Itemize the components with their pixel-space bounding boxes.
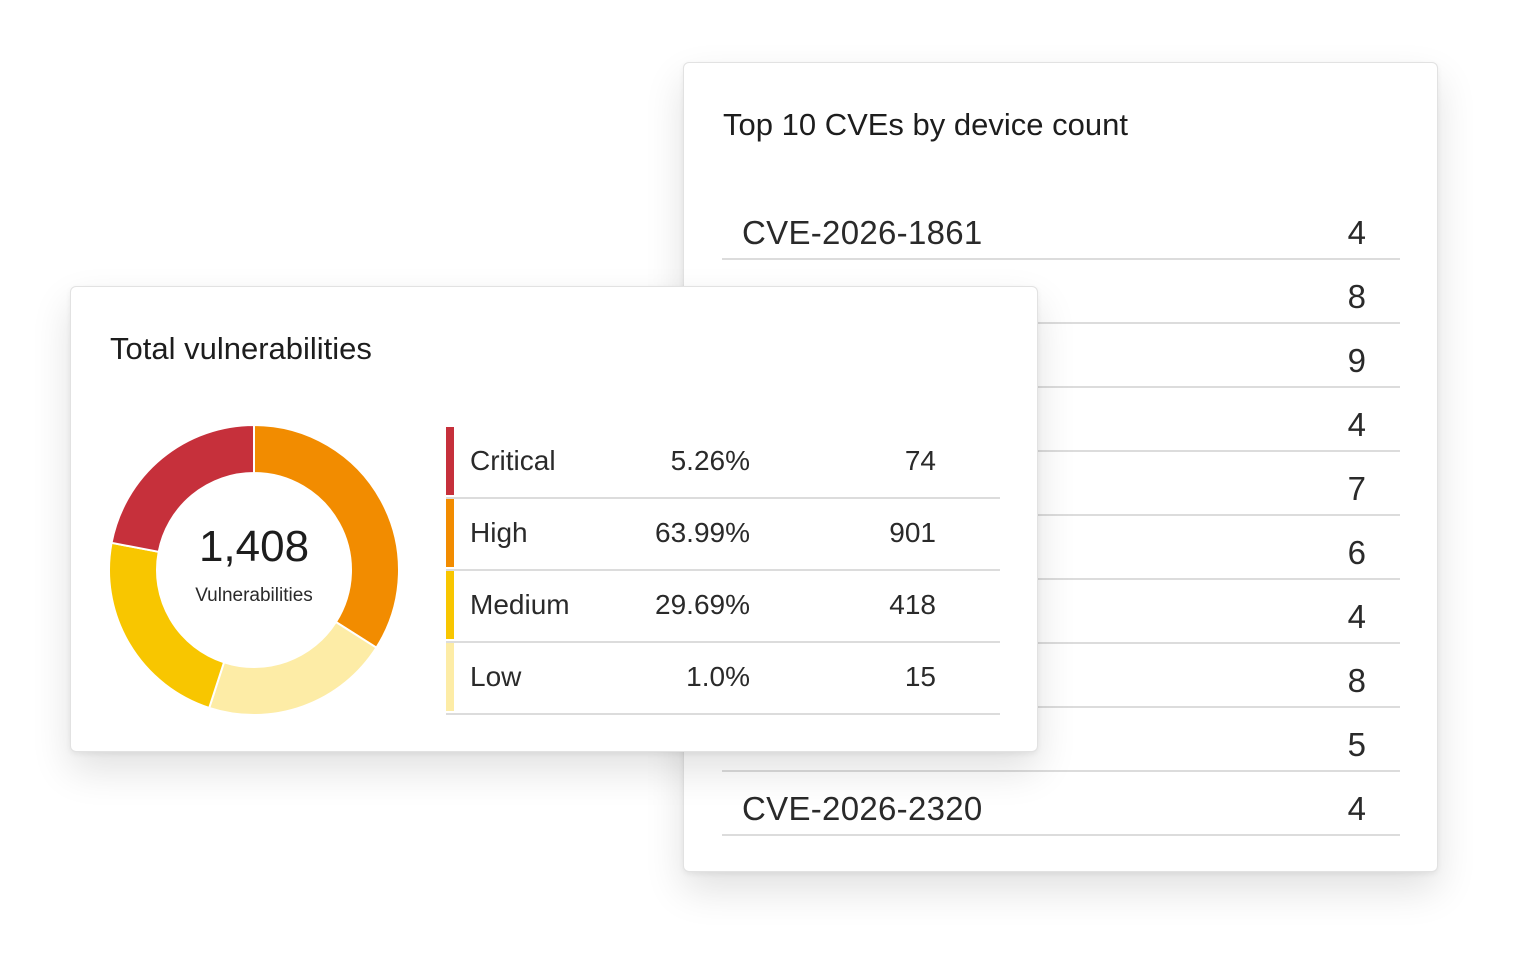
high-swatch — [446, 499, 454, 567]
cve-device-count: 4 — [1347, 406, 1366, 443]
legend-count: 418 — [889, 589, 936, 620]
cve-device-count: 5 — [1347, 726, 1366, 763]
cve-row[interactable]: 4 — [722, 389, 1400, 452]
legend-percent: 5.26% — [670, 445, 750, 476]
low-swatch — [446, 643, 454, 711]
cve-device-count: 4 — [1347, 214, 1366, 251]
cve-row[interactable]: 5 — [722, 709, 1400, 772]
vuln-panel-title: Total vulnerabilities — [110, 331, 372, 366]
medium-swatch — [446, 571, 454, 639]
cve-row[interactable]: 4 — [722, 581, 1400, 644]
cve-row[interactable]: 8 — [722, 261, 1400, 324]
total-vulnerabilities-panel: Total vulnerabilities 1,408 Vulnerabilit… — [70, 286, 1038, 752]
legend-label: Medium — [470, 589, 570, 620]
legend-percent: 1.0% — [686, 661, 750, 692]
legend-label: Critical — [470, 445, 556, 476]
cve-row[interactable]: CVE-2026-1861 4 — [722, 197, 1400, 260]
donut-slice-high[interactable] — [253, 425, 399, 650]
legend-percent: 29.69% — [655, 589, 750, 620]
critical-swatch — [446, 427, 454, 495]
cve-device-count: 9 — [1347, 342, 1366, 379]
legend-count: 74 — [904, 445, 936, 476]
donut-slice-low[interactable] — [207, 620, 378, 715]
cve-row[interactable]: 6 — [722, 517, 1400, 580]
donut-slice-medium[interactable] — [109, 541, 226, 710]
legend-row-low[interactable]: Low 1.0% 15 — [446, 643, 1000, 715]
legend-label: Low — [470, 661, 522, 692]
cve-device-count: 7 — [1347, 470, 1366, 507]
legend-count: 15 — [904, 661, 936, 692]
cve-list: CVE-2026-1861 4 8 9 4 7 6 4 8 — [722, 197, 1400, 836]
cve-id[interactable]: CVE-2026-1861 — [742, 214, 983, 251]
cve-device-count: 8 — [1347, 278, 1366, 315]
cve-device-count: 4 — [1347, 790, 1366, 827]
legend-row-medium[interactable]: Medium 29.69% 418 — [446, 571, 1000, 643]
cve-device-count: 8 — [1347, 662, 1366, 699]
legend-count: 901 — [889, 517, 936, 548]
severity-donut-chart — [109, 425, 399, 715]
cve-id[interactable]: CVE-2026-2320 — [742, 790, 983, 827]
donut-slice-critical[interactable] — [110, 425, 255, 553]
cve-row[interactable]: CVE-2026-2320 4 — [722, 773, 1400, 836]
legend-label: High — [470, 517, 528, 548]
cve-row[interactable]: 9 — [722, 325, 1400, 388]
severity-legend: Critical 5.26% 74 High 63.99% 901 Medium… — [446, 427, 1000, 715]
cve-device-count: 4 — [1347, 598, 1366, 635]
cve-row[interactable]: 7 — [722, 453, 1400, 516]
cve-device-count: 6 — [1347, 534, 1366, 571]
cve-panel-title: Top 10 CVEs by device count — [723, 107, 1128, 142]
legend-row-critical[interactable]: Critical 5.26% 74 — [446, 427, 1000, 499]
legend-percent: 63.99% — [655, 517, 750, 548]
cve-row[interactable]: 8 — [722, 645, 1400, 708]
legend-row-high[interactable]: High 63.99% 901 — [446, 499, 1000, 571]
